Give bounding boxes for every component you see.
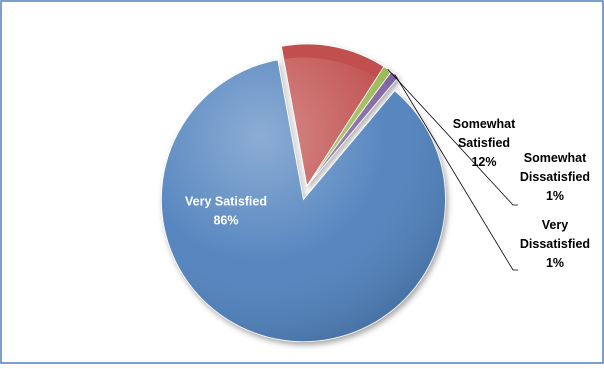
data-label-very-satisfied: Very Satisfied 86% xyxy=(185,195,267,228)
leader-line-somewhat-dissatisfied xyxy=(387,68,518,206)
leader-line-very-dissatisfied xyxy=(394,74,518,271)
data-label-very-dissatisfied: Very Dissatisfied 1% xyxy=(520,218,590,270)
data-label-somewhat-satisfied: Somewhat Satisfied 12% xyxy=(453,117,516,169)
leader-lines xyxy=(387,68,518,271)
data-labels: Very Satisfied 86% Somewhat Satisfied 12% Som… xyxy=(185,117,590,270)
data-label-somewhat-dissatisfied: Somewhat Dissatisfied 1% xyxy=(520,151,590,203)
